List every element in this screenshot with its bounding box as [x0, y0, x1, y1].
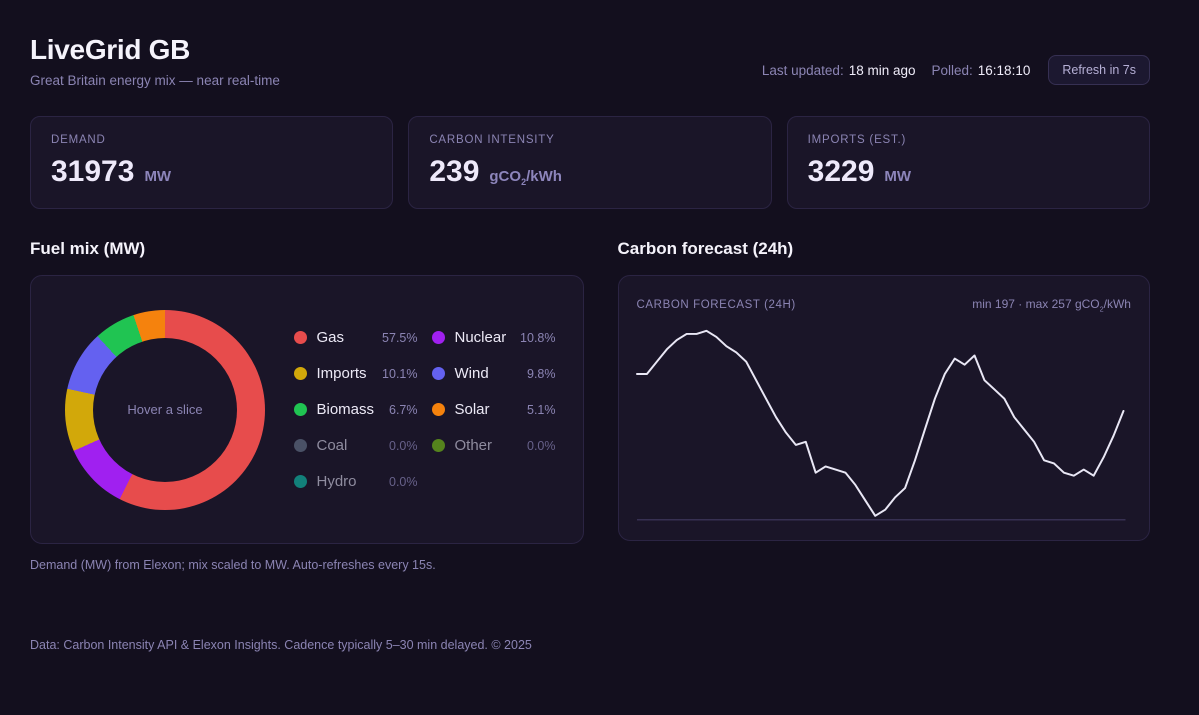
stat-value: 3229: [808, 157, 875, 187]
status-line: Last updated:18 min ago Polled:16:18:10 …: [762, 55, 1150, 88]
fuel-mix-panel: Hover a slice Gas57.5% Nuclear10.8% Import…: [30, 275, 584, 544]
dashboard: LiveGrid GB Great Britain energy mix — n…: [0, 0, 1199, 652]
page-subtitle: Great Britain energy mix — near real-tim…: [30, 73, 280, 88]
legend-percent: 5.1%: [527, 403, 556, 417]
fuel-mix-caption: Demand (MW) from Elexon; mix scaled to M…: [30, 558, 584, 572]
fuel-mix-section: Fuel mix (MW) Hover a slice Gas57.5% Nucl…: [30, 239, 584, 572]
carbon-forecast-heading: Carbon forecast (24h): [618, 239, 1150, 259]
legend-label: Wind: [455, 365, 528, 382]
legend-swatch: [294, 403, 307, 416]
legend-item-gas[interactable]: Gas57.5%: [294, 328, 418, 348]
refresh-button[interactable]: Refresh in 7s: [1048, 55, 1150, 85]
donut-hole: Hover a slice: [93, 338, 237, 482]
polled-value: 16:18:10: [978, 63, 1031, 78]
legend-percent: 0.0%: [389, 439, 418, 453]
last-updated-label: Last updated:: [762, 63, 844, 78]
forecast-panel-label: CARBON FORECAST (24H): [637, 299, 796, 311]
legend-percent: 10.1%: [382, 367, 417, 381]
legend-label: Solar: [455, 401, 528, 418]
polled-label: Polled:: [932, 63, 973, 78]
legend-label: Biomass: [317, 401, 390, 418]
last-updated-value: 18 min ago: [849, 63, 916, 78]
legend-item-hydro[interactable]: Hydro0.0%: [294, 472, 418, 492]
legend-label: Gas: [317, 329, 383, 346]
main-grid: Fuel mix (MW) Hover a slice Gas57.5% Nucl…: [30, 239, 1150, 572]
footer-text: Data: Carbon Intensity API & Elexon Insi…: [30, 638, 532, 652]
stat-value: 239: [429, 157, 479, 187]
page-title: LiveGrid GB: [30, 34, 280, 66]
legend-percent: 9.8%: [527, 367, 556, 381]
legend-item-other[interactable]: Other0.0%: [432, 436, 556, 456]
stat-value-row: 3229 MW: [808, 157, 1129, 187]
legend-label: Nuclear: [455, 329, 521, 346]
stat-unit: MW: [884, 168, 911, 187]
fuel-mix-heading: Fuel mix (MW): [30, 239, 584, 259]
stat-label: CARBON INTENSITY: [429, 134, 750, 146]
legend-swatch: [432, 439, 445, 452]
legend-swatch: [294, 475, 307, 488]
stat-unit: MW: [144, 168, 171, 187]
legend-item-solar[interactable]: Solar5.1%: [432, 400, 556, 420]
legend-label: Hydro: [317, 473, 390, 490]
donut-center-label: Hover a slice: [127, 402, 202, 417]
legend-percent: 6.7%: [389, 403, 418, 417]
legend-swatch: [432, 331, 445, 344]
legend-percent: 10.8%: [520, 331, 555, 345]
legend-item-imports[interactable]: Imports10.1%: [294, 364, 418, 384]
last-updated: Last updated: 18 min ago: [762, 63, 916, 78]
stat-value-row: 239 gCO2/kWh: [429, 157, 750, 187]
carbon-forecast-panel: CARBON FORECAST (24H) min 197 · max 257 …: [618, 275, 1150, 541]
stat-card-imports: IMPORTS (EST.) 3229 MW: [787, 116, 1150, 209]
legend-item-biomass[interactable]: Biomass6.7%: [294, 400, 418, 420]
legend-item-nuclear[interactable]: Nuclear10.8%: [432, 328, 556, 348]
stat-label: IMPORTS (EST.): [808, 134, 1129, 146]
legend-swatch: [294, 331, 307, 344]
topbar: LiveGrid GB Great Britain energy mix — n…: [30, 26, 1150, 88]
legend-item-coal[interactable]: Coal0.0%: [294, 436, 418, 456]
legend-percent: 0.0%: [527, 439, 556, 453]
legend-label: Coal: [317, 437, 390, 454]
stat-cards-row: DEMAND 31973 MW CARBON INTENSITY 239 gCO…: [30, 116, 1150, 209]
stat-unit: gCO2/kWh: [489, 168, 562, 187]
fuel-mix-legend: Gas57.5% Nuclear10.8% Imports10.1% Wind9.8%…: [294, 328, 556, 492]
legend-swatch: [432, 403, 445, 416]
stat-value: 31973: [51, 157, 134, 187]
legend-percent: 57.5%: [382, 331, 417, 345]
carbon-forecast-section: Carbon forecast (24h) CARBON FORECAST (2…: [618, 239, 1150, 572]
footer: Data: Carbon Intensity API & Elexon Insi…: [30, 638, 1150, 652]
legend-item-wind[interactable]: Wind9.8%: [432, 364, 556, 384]
legend-label: Other: [455, 437, 528, 454]
header-left: LiveGrid GB Great Britain energy mix — n…: [30, 26, 280, 88]
stat-value-row: 31973 MW: [51, 157, 372, 187]
legend-swatch: [294, 367, 307, 380]
forecast-minmax: min 197 · max 257 gCO2/kWh: [972, 297, 1131, 313]
stat-card-demand: DEMAND 31973 MW: [30, 116, 393, 209]
stat-label: DEMAND: [51, 134, 372, 146]
legend-label: Imports: [317, 365, 383, 382]
polled: Polled: 16:18:10: [932, 63, 1031, 78]
forecast-header: CARBON FORECAST (24H) min 197 · max 257 …: [635, 292, 1133, 313]
legend-percent: 0.0%: [389, 475, 418, 489]
legend-swatch: [294, 439, 307, 452]
stat-card-carbon-intensity: CARBON INTENSITY 239 gCO2/kWh: [408, 116, 771, 209]
fuel-mix-donut-chart[interactable]: Hover a slice: [65, 310, 265, 510]
legend-swatch: [432, 367, 445, 380]
forecast-line-series: [637, 331, 1123, 516]
carbon-forecast-line-chart[interactable]: [635, 325, 1133, 524]
